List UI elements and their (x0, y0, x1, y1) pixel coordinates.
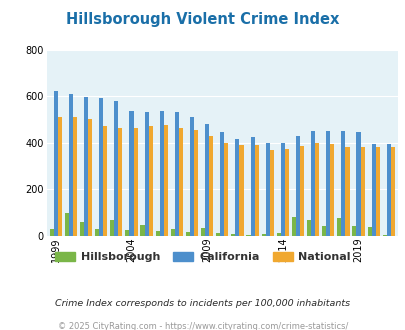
Bar (144, 113, 148, 236)
Bar (185, 232, 190, 236)
Bar (88, 119, 92, 236)
Bar (118, 128, 122, 236)
Bar (390, 148, 394, 236)
Bar (140, 225, 144, 236)
Bar (269, 150, 273, 236)
Bar (194, 130, 198, 236)
Bar (65, 213, 69, 236)
Bar (360, 148, 364, 236)
Bar (375, 148, 379, 236)
Bar (171, 229, 175, 236)
Bar (220, 132, 224, 236)
Bar (314, 143, 318, 236)
Bar (84, 97, 88, 236)
Bar (49, 229, 53, 236)
Bar (53, 91, 58, 236)
Text: Hillsborough Violent Crime Index: Hillsborough Violent Crime Index (66, 12, 339, 26)
Bar (325, 131, 330, 236)
Bar (330, 144, 334, 236)
Bar (321, 226, 325, 236)
Bar (125, 230, 129, 236)
Bar (159, 111, 163, 236)
Bar (209, 136, 213, 236)
Bar (367, 227, 371, 236)
Bar (337, 218, 341, 236)
Bar (261, 234, 265, 236)
Bar (276, 233, 280, 236)
Bar (284, 148, 288, 236)
Bar (299, 146, 303, 236)
Bar (80, 222, 84, 236)
Bar (110, 220, 114, 236)
Bar (103, 126, 107, 236)
Bar (205, 124, 209, 236)
Bar (155, 231, 159, 236)
Bar (291, 217, 295, 236)
Bar (179, 128, 183, 236)
Bar (95, 229, 99, 236)
Bar (246, 235, 250, 236)
Text: Crime Index corresponds to incidents per 100,000 inhabitants: Crime Index corresponds to incidents per… (55, 299, 350, 308)
Bar (58, 117, 62, 236)
Bar (254, 145, 258, 236)
Bar (280, 143, 284, 236)
Legend: Hillsborough, California, National: Hillsborough, California, National (51, 248, 354, 267)
Bar (341, 131, 345, 236)
Bar (250, 137, 254, 236)
Bar (148, 126, 152, 236)
Bar (295, 136, 299, 236)
Bar (382, 235, 386, 236)
Bar (73, 117, 77, 236)
Bar (386, 144, 390, 236)
Bar (310, 131, 314, 236)
Bar (200, 228, 205, 236)
Bar (224, 143, 228, 236)
Text: © 2025 CityRating.com - https://www.cityrating.com/crime-statistics/: © 2025 CityRating.com - https://www.city… (58, 322, 347, 330)
Bar (133, 128, 137, 236)
Bar (99, 98, 103, 236)
Bar (356, 132, 360, 236)
Bar (235, 139, 239, 236)
Bar (114, 101, 118, 236)
Bar (265, 143, 269, 236)
Bar (69, 94, 73, 236)
Bar (190, 117, 194, 236)
Bar (371, 144, 375, 236)
Bar (239, 145, 243, 236)
Bar (129, 111, 133, 236)
Bar (215, 233, 220, 236)
Bar (175, 113, 179, 236)
Bar (306, 220, 310, 236)
Bar (163, 125, 167, 236)
Bar (352, 226, 356, 236)
Bar (345, 148, 349, 236)
Bar (231, 234, 235, 236)
